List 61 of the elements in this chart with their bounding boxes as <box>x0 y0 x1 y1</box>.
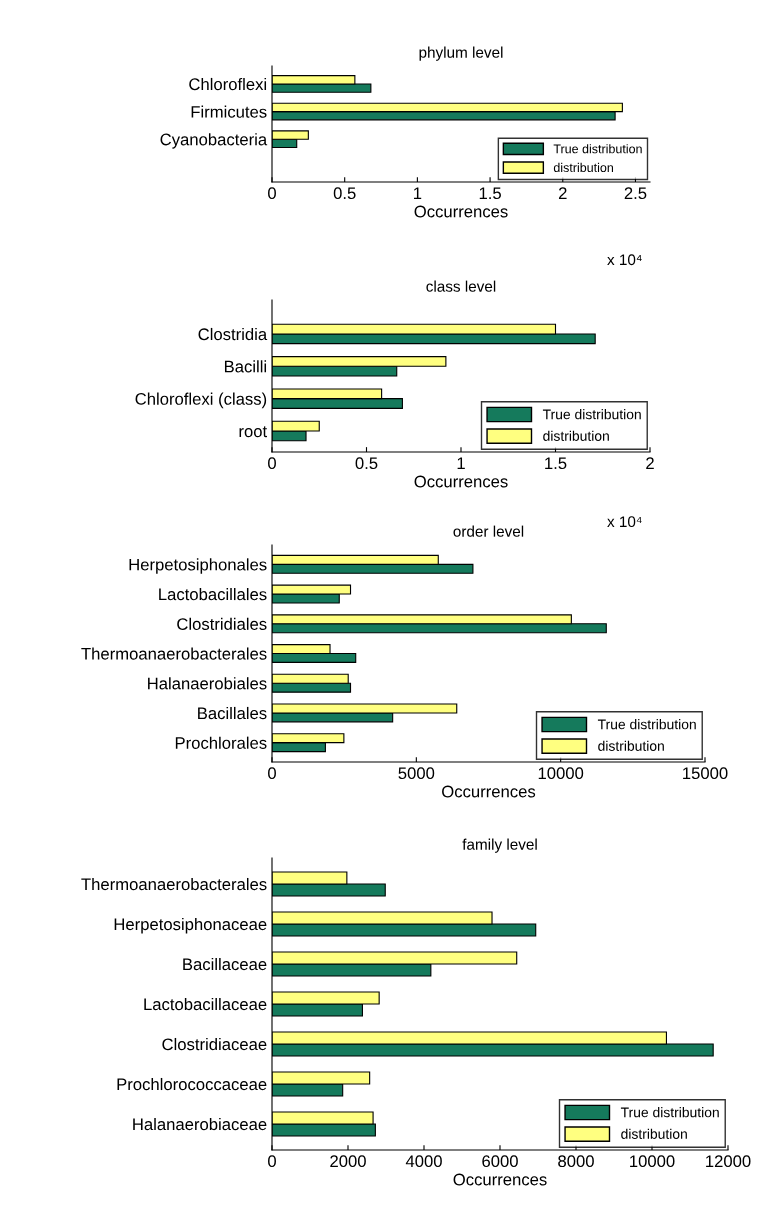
text: x 10⁴ <box>607 254 642 266</box>
y-tick-label: Chloroflexi (class) <box>135 392 267 409</box>
y-tick-label: Clostridiales <box>177 617 267 630</box>
x-tick-label: 2.5 <box>624 187 647 200</box>
y-tick-label: Prochlorales <box>175 736 267 749</box>
x-tick-label: 0.5 <box>355 457 378 470</box>
y-tick-label: Clostridia <box>198 327 268 341</box>
y-tick-label: Herpetosiphonales <box>129 558 267 574</box>
y-tick-label: Lactobacillaceae <box>144 997 267 1011</box>
y-tick-label: Cyanobacteria <box>160 133 268 149</box>
y-tick-label: Thermoanaerobacterales <box>81 877 267 891</box>
y-tick-label: root <box>239 426 268 438</box>
y-tick-label: Bacilli <box>224 360 267 373</box>
x-tick-label: 1.5 <box>479 187 501 200</box>
x-tick-label: 10000 <box>538 767 584 780</box>
text: x 10⁴ <box>607 516 642 528</box>
chart-title: phylum level <box>419 46 503 61</box>
chart-title: order level <box>453 525 524 537</box>
y-tick-label: Thermoanaerobacterales <box>81 647 267 660</box>
x-tick-label: 0 <box>268 1155 276 1168</box>
chart-title: class level <box>426 280 496 292</box>
y-tick-label: Bacillales <box>198 706 267 720</box>
x-tick-label: 10000 <box>630 1155 675 1168</box>
x-tick-label: 1 <box>457 457 465 469</box>
x-axis-title: Occurrences <box>414 475 508 488</box>
y-tick-label: Clostridiaceae <box>162 1037 267 1051</box>
legend-label: distribution <box>598 740 664 751</box>
legend-label: True distribution <box>597 719 696 730</box>
x-tick-label: 4000 <box>405 1155 442 1168</box>
x-tick-label: 6000 <box>482 1155 518 1168</box>
legend-label: True distribution <box>553 144 642 154</box>
y-tick-label: Prochlorococcaceae <box>117 1077 267 1091</box>
x-tick-label: 15000 <box>683 767 728 780</box>
legend-label: distribution <box>553 162 613 173</box>
x-axis-title: Occurrences <box>442 785 536 798</box>
x-tick-label: 8000 <box>558 1155 594 1168</box>
y-tick-label: Chloroflexi <box>189 77 267 91</box>
x-tick-label: 12000 <box>706 1155 751 1168</box>
x-tick-label: 0 <box>268 457 276 470</box>
y-tick-label: Lactobacillales <box>159 588 267 601</box>
x-tick-label: 0 <box>268 187 276 200</box>
x-tick-label: 2000 <box>330 1155 366 1168</box>
y-tick-label: Bacillaceae <box>183 957 267 971</box>
x-tick-label: 1 <box>414 187 422 199</box>
y-tick-label: Firmicutes <box>191 105 267 118</box>
x-tick-label: 2 <box>646 457 654 469</box>
legend-label: distribution <box>543 430 609 441</box>
x-axis-title: Occurrences <box>414 205 508 218</box>
chart-title: family level <box>462 838 537 853</box>
legend-label: distribution <box>621 1128 687 1139</box>
legend-label: True distribution <box>620 1107 719 1118</box>
x-tick-label: 2 <box>558 187 567 199</box>
x-tick-label: 1.5 <box>545 457 567 470</box>
x-tick-label: 0 <box>268 767 276 780</box>
x-axis-title: Occurrences <box>453 1173 547 1186</box>
y-tick-label: Halanaerobiales <box>148 677 267 690</box>
legend-label: True distribution <box>542 409 641 420</box>
y-tick-label: Halanaerobiaceae <box>133 1117 267 1131</box>
x-tick-label: 0.5 <box>333 187 356 200</box>
x-tick-label: 5000 <box>398 767 435 780</box>
y-tick-label: Herpetosiphonaceae <box>114 917 267 934</box>
